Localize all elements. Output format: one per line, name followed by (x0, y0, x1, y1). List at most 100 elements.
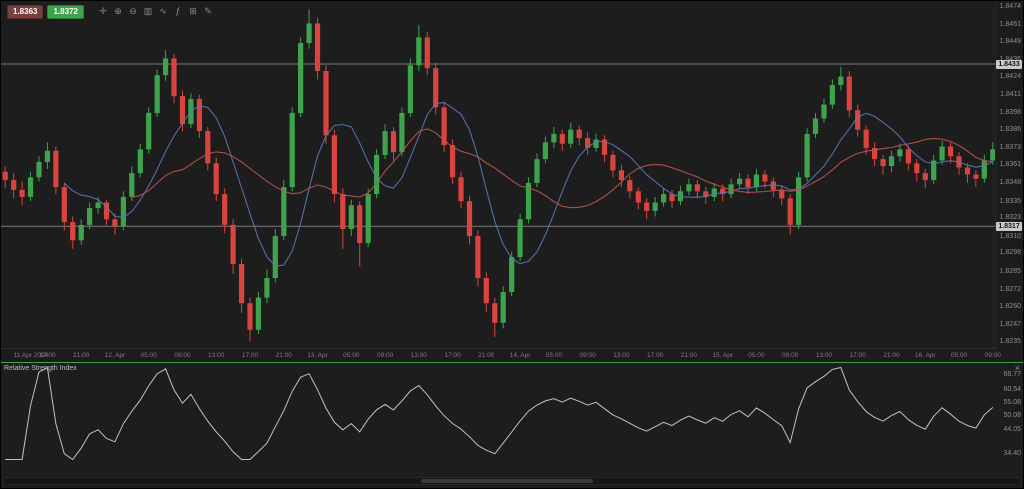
crosshair-icon[interactable]: ✛ (99, 6, 107, 16)
time-tick-label: 09:00 (782, 352, 799, 359)
zoom-out-icon[interactable]: ⊖ (129, 6, 137, 16)
candle-body (593, 139, 599, 148)
time-tick-label: 13. Apr (307, 352, 328, 359)
candle-body (483, 278, 489, 304)
draw-icon[interactable]: ✎ (204, 6, 212, 16)
candle-body (298, 43, 304, 113)
candle-body (390, 131, 397, 153)
candlestick-chart-icon[interactable]: ▥ (143, 6, 153, 16)
candle-body (416, 37, 422, 66)
candle-body (95, 202, 101, 209)
candle-body (509, 257, 515, 293)
candle-body (306, 23, 312, 43)
candle-body (661, 194, 667, 203)
candle-body (922, 173, 928, 181)
time-tick-label: 14. Apr (509, 352, 531, 359)
ask-price-badge[interactable]: 1.8372 (47, 5, 84, 19)
candle-body (948, 146, 954, 157)
rsi-tick-label: 60.54 (1003, 385, 1021, 393)
rsi-chart (5, 366, 994, 461)
candle-body (669, 194, 675, 202)
candle-body (222, 194, 228, 225)
candle-body (120, 196, 126, 227)
scrollbar-thumb[interactable] (420, 479, 594, 483)
bid-price-badge[interactable]: 1.8363 (7, 5, 44, 19)
price-tick-label: 1.8411 (1000, 91, 1021, 99)
time-tick-label: 16. Apr (914, 352, 936, 359)
time-axis[interactable]: 11 Apr 2014 17:00 21:00 12. Apr 05:00 09:00 13… (1, 348, 1001, 363)
price-tick-label: 1.8285 (999, 267, 1021, 275)
time-tick-label: 13:00 (410, 352, 427, 359)
candle-body (804, 133, 810, 178)
grid-icon[interactable]: ⊞ (189, 6, 197, 16)
candle-body (964, 167, 971, 175)
price-line-badge[interactable]: 1.8433 (996, 59, 1022, 69)
main-chart-panel[interactable]: 1.8363 1.8372 ✛ ⊕ ⊖ ▥ ∿ ƒ ⊞ ✎ (1, 1, 996, 348)
candle-body (846, 76, 852, 111)
candle-body (433, 68, 439, 108)
candle-body (61, 187, 67, 223)
candle-body (517, 219, 523, 258)
candle-body (348, 205, 354, 230)
candle-body (179, 96, 186, 125)
candle-body (70, 222, 76, 241)
time-tick-label: 11 Apr 2014 (13, 352, 49, 359)
time-tick-label: 17:00 (849, 352, 866, 359)
candle-body (559, 133, 565, 144)
time-tick-label: 21:00 (883, 352, 900, 359)
candle-body (314, 23, 321, 71)
candle-body (585, 138, 591, 148)
rsi-tick-label: 66.77 (1003, 370, 1021, 378)
candle-body (331, 135, 337, 195)
price-tick-label: 1.8424 (999, 73, 1021, 81)
price-tick-label: 1.8386 (999, 126, 1021, 134)
candle-body (323, 71, 329, 136)
candle-body (796, 177, 802, 225)
candlestick-chart[interactable] (1, 1, 996, 348)
candle-body (213, 163, 219, 195)
price-axis[interactable]: 1.84741.84611.84491.84361.84241.84111.83… (995, 1, 1023, 348)
candle-body (568, 129, 574, 144)
price-tick-label: 1.8398 (999, 109, 1021, 117)
time-tick-label: 05:00 (748, 352, 765, 359)
candle-body (247, 303, 253, 330)
indicator-title: Relative Strength Index (4, 365, 77, 372)
sma-fast-line (63, 101, 994, 267)
candle-body (601, 139, 608, 155)
price-line-badge[interactable]: 1.8317 (996, 221, 1022, 231)
candle-body (154, 75, 160, 113)
time-tick-label: 21:00 (275, 352, 292, 359)
candle-body (812, 118, 819, 134)
zoom-in-icon[interactable]: ⊕ (114, 6, 122, 16)
candle-body (11, 180, 17, 190)
price-tick-label: 1.8310 (999, 232, 1021, 240)
rsi-tick-label: 55.08 (1003, 399, 1021, 407)
candle-body (770, 181, 776, 190)
candle-body (745, 178, 751, 188)
candle-body (264, 278, 270, 298)
candle-body (897, 149, 903, 157)
time-tick-label: 17:00 (647, 352, 664, 359)
indicators-icon[interactable]: ƒ (175, 6, 181, 16)
time-tick-label: 21:00 (478, 352, 495, 359)
candle-body (171, 58, 177, 97)
candle-body (196, 98, 202, 132)
candle-body (762, 174, 768, 182)
candle-body (374, 154, 380, 195)
candle-body (137, 149, 143, 174)
candle-body (686, 184, 692, 192)
candle-body (610, 154, 616, 171)
candle-body (163, 58, 169, 76)
line-chart-icon[interactable]: ∿ (159, 6, 167, 16)
candle-body (340, 194, 346, 230)
time-tick-label: 17:00 (444, 352, 461, 359)
candle-body (821, 104, 827, 119)
price-tick-label: 1.8247 (999, 320, 1021, 328)
candle-body (787, 198, 793, 225)
close-icon[interactable]: × (1014, 363, 1020, 373)
horizontal-scrollbar[interactable] (3, 477, 1021, 485)
time-tick-label: 13:00 (815, 352, 833, 359)
candle-body (753, 174, 759, 188)
time-tick-label: 21:00 (680, 352, 698, 359)
